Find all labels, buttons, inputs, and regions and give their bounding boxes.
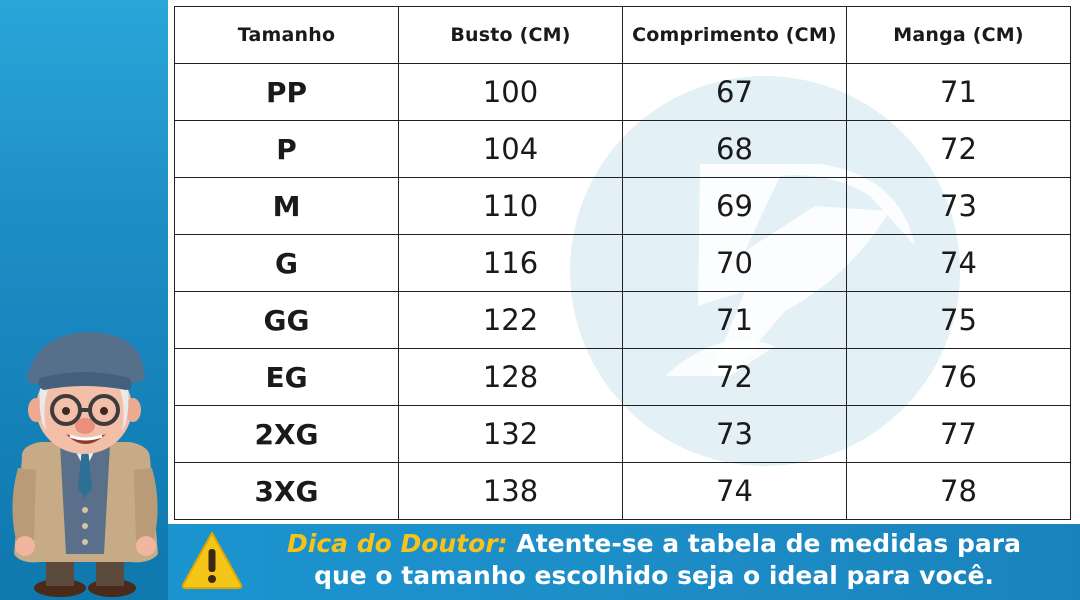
table-row: 3XG 138 74 78 bbox=[174, 462, 1071, 520]
header-tamanho: Tamanho bbox=[174, 6, 399, 64]
manga-cell: 73 bbox=[846, 177, 1071, 235]
manga-cell: 71 bbox=[846, 63, 1071, 121]
doctor-mascot-illustration bbox=[12, 332, 158, 597]
size-cell: EG bbox=[174, 348, 399, 406]
size-table: Tamanho Busto (CM) Comprimento (CM) Mang… bbox=[174, 6, 1071, 520]
table-header-row: Tamanho Busto (CM) Comprimento (CM) Mang… bbox=[174, 6, 1071, 64]
manga-cell: 74 bbox=[846, 234, 1071, 292]
manga-cell: 77 bbox=[846, 405, 1071, 463]
table-row: P 104 68 72 bbox=[174, 120, 1071, 178]
table-row: G 116 70 74 bbox=[174, 234, 1071, 292]
busto-cell: 104 bbox=[398, 120, 623, 178]
tip-line-2: que o tamanho escolhido seja o ideal par… bbox=[314, 561, 994, 590]
size-cell: 3XG bbox=[174, 462, 399, 520]
busto-cell: 110 bbox=[398, 177, 623, 235]
manga-cell: 76 bbox=[846, 348, 1071, 406]
comprimento-cell: 68 bbox=[622, 120, 847, 178]
comprimento-cell: 67 bbox=[622, 63, 847, 121]
manga-cell: 72 bbox=[846, 120, 1071, 178]
busto-cell: 100 bbox=[398, 63, 623, 121]
table-row: PP 100 67 71 bbox=[174, 63, 1071, 121]
busto-cell: 138 bbox=[398, 462, 623, 520]
table-row: 2XG 132 73 77 bbox=[174, 405, 1071, 463]
size-cell: 2XG bbox=[174, 405, 399, 463]
busto-cell: 122 bbox=[398, 291, 623, 349]
comprimento-cell: 69 bbox=[622, 177, 847, 235]
warning-icon bbox=[181, 532, 243, 589]
tip-label: Dica do Doutor: bbox=[287, 529, 508, 558]
size-cell: M bbox=[174, 177, 399, 235]
manga-cell: 75 bbox=[846, 291, 1071, 349]
tip-line-1: Atente-se a tabela de medidas para bbox=[507, 529, 1021, 558]
busto-cell: 116 bbox=[398, 234, 623, 292]
manga-cell: 78 bbox=[846, 462, 1071, 520]
tip-text: Dica do Doutor: Atente-se a tabela de me… bbox=[234, 528, 1074, 592]
comprimento-cell: 72 bbox=[622, 348, 847, 406]
comprimento-cell: 71 bbox=[622, 291, 847, 349]
busto-cell: 128 bbox=[398, 348, 623, 406]
size-cell: PP bbox=[174, 63, 399, 121]
header-comprimento: Comprimento (CM) bbox=[622, 6, 847, 64]
size-chart-panel: Tamanho Busto (CM) Comprimento (CM) Mang… bbox=[168, 0, 1080, 524]
comprimento-cell: 73 bbox=[622, 405, 847, 463]
doctor-tip-bar: Dica do Doutor: Atente-se a tabela de me… bbox=[168, 524, 1080, 600]
header-manga: Manga (CM) bbox=[846, 6, 1071, 64]
table-row: M 110 69 73 bbox=[174, 177, 1071, 235]
busto-cell: 132 bbox=[398, 405, 623, 463]
header-busto: Busto (CM) bbox=[398, 6, 623, 64]
table-row: EG 128 72 76 bbox=[174, 348, 1071, 406]
size-cell: GG bbox=[174, 291, 399, 349]
table-row: GG 122 71 75 bbox=[174, 291, 1071, 349]
comprimento-cell: 70 bbox=[622, 234, 847, 292]
size-cell: P bbox=[174, 120, 399, 178]
comprimento-cell: 74 bbox=[622, 462, 847, 520]
size-cell: G bbox=[174, 234, 399, 292]
